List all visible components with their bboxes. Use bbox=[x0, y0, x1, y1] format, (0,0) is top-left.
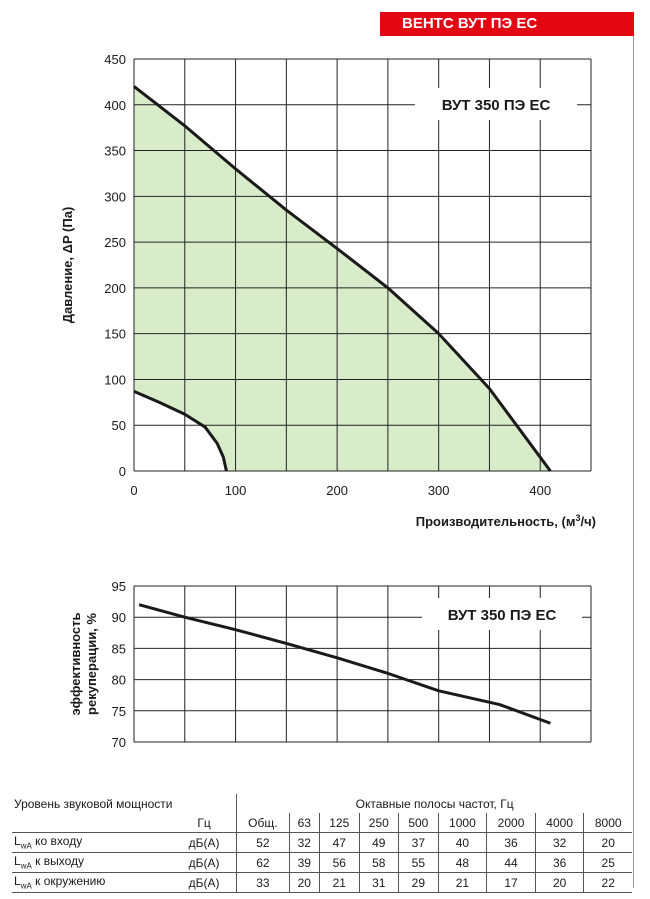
row-unit: дБ(А) bbox=[172, 852, 237, 873]
efficiency-y-label: эффективность рекуперации, % bbox=[68, 612, 99, 715]
page-frame bbox=[10, 12, 634, 888]
y-tick-label: 200 bbox=[104, 281, 126, 296]
row-unit: дБ(А) bbox=[172, 832, 237, 853]
table-cell: 32 bbox=[534, 832, 584, 853]
table-cell: 62 bbox=[236, 852, 290, 873]
column-header: 2000 bbox=[486, 813, 536, 833]
table-header-row: Гц Общ. 63 125 250 500 1000 2000 4000 8000 bbox=[12, 813, 632, 833]
table-row: LwA к выходу дБ(А) 62 39 56 58 55 48 44 36 25 bbox=[12, 852, 632, 873]
y-tick-label: 350 bbox=[104, 144, 126, 159]
table-row: LwA к окружению дБ(А) 33 20 21 31 29 21 17 20 22 bbox=[12, 872, 632, 893]
curve-efficiency bbox=[138, 603, 551, 725]
efficiency-y-label-line2: рекуперации, % bbox=[84, 613, 99, 715]
y-tick-label: 150 bbox=[104, 327, 126, 342]
table-cell: 21 bbox=[319, 872, 360, 893]
table-cell: 33 bbox=[236, 872, 290, 893]
x-tick-label: 400 bbox=[529, 483, 551, 498]
table-cell: 20 bbox=[583, 832, 632, 853]
column-header: 1000 bbox=[437, 813, 487, 833]
x-tick-label: 100 bbox=[225, 483, 247, 498]
table-cell: 25 bbox=[583, 852, 632, 873]
y-tick-label: 400 bbox=[104, 98, 126, 113]
table-row: LwA ко входу дБ(А) 52 32 47 49 37 40 36 32 20 bbox=[12, 832, 632, 853]
pressure-ticks: 0 50 100 150 200 250 300 350 400 450 0 100 200 300 400 bbox=[104, 52, 551, 498]
column-header: 125 bbox=[319, 813, 360, 833]
table-cell: 31 bbox=[358, 872, 399, 893]
y-tick-label: 50 bbox=[112, 418, 126, 433]
pressure-x-label-part: Производительность, (м bbox=[416, 514, 576, 529]
y-tick-label: 85 bbox=[112, 641, 126, 656]
table-cell: 32 bbox=[288, 832, 320, 853]
x-tick-label: 200 bbox=[326, 483, 348, 498]
pressure-title-box bbox=[415, 88, 577, 120]
pressure-x-label-end: /ч) bbox=[581, 514, 597, 529]
table-cell: 17 bbox=[486, 872, 536, 893]
y-tick-label: 450 bbox=[104, 52, 126, 67]
y-tick-label: 90 bbox=[112, 610, 126, 625]
curve-max bbox=[133, 85, 552, 472]
table-cell: 56 bbox=[319, 852, 360, 873]
table-cell: 21 bbox=[437, 872, 487, 893]
header-title: ВЕНТС ВУТ ПЭ ЕС bbox=[380, 12, 634, 36]
row-label: LwA ко входу bbox=[12, 832, 172, 853]
pressure-x-label: Производительность, (м3/ч) bbox=[416, 513, 596, 529]
row-label: LwA к окружению bbox=[12, 872, 172, 893]
sound-power-title: Уровень звуковой мощности bbox=[14, 796, 173, 811]
table-cell: 40 bbox=[437, 832, 487, 853]
pressure-chart-title: ВУТ 350 ПЭ ЕС bbox=[442, 97, 551, 114]
y-tick-label: 80 bbox=[112, 673, 126, 688]
table-cell: 47 bbox=[319, 832, 360, 853]
y-tick-label: 300 bbox=[104, 189, 126, 204]
table-cell: 20 bbox=[534, 872, 584, 893]
table-cell: 36 bbox=[486, 832, 536, 853]
octave-bands-title: Октавные полосы частот, Гц bbox=[236, 794, 632, 813]
efficiency-grid bbox=[133, 585, 592, 743]
table-cell: 20 bbox=[288, 872, 320, 893]
row-unit: дБ(А) bbox=[172, 872, 237, 893]
table-cell: 29 bbox=[398, 872, 439, 893]
table-cell: 48 bbox=[437, 852, 487, 873]
sound-power-table: Уровень звуковой мощности Октавные полос… bbox=[12, 794, 632, 893]
table-cell: 37 bbox=[398, 832, 439, 853]
y-tick-label: 100 bbox=[104, 372, 126, 387]
pressure-chart: 0 50 100 150 200 250 300 350 400 450 0 100 200 300 400… bbox=[60, 52, 596, 529]
curve-min bbox=[133, 389, 228, 472]
column-header: 8000 bbox=[583, 813, 632, 833]
table-cell: 44 bbox=[486, 852, 536, 873]
table-cell: 49 bbox=[358, 832, 399, 853]
y-tick-label: 0 bbox=[119, 464, 126, 479]
table-cell: 22 bbox=[583, 872, 632, 893]
pressure-x-label-sup: 3 bbox=[575, 513, 580, 523]
x-tick-label: 300 bbox=[428, 483, 450, 498]
table-cell: 55 bbox=[398, 852, 439, 873]
table-cell: 58 bbox=[358, 852, 399, 873]
table-cell: 36 bbox=[534, 852, 584, 873]
column-header: 4000 bbox=[534, 813, 584, 833]
table-cell: 52 bbox=[236, 832, 290, 853]
y-tick-label: 250 bbox=[104, 235, 126, 250]
column-header: 63 bbox=[288, 813, 320, 833]
efficiency-title-box bbox=[422, 598, 582, 630]
x-tick-label: 0 bbox=[130, 483, 137, 498]
y-tick-label: 95 bbox=[112, 579, 126, 594]
efficiency-curve bbox=[138, 603, 551, 725]
efficiency-ticks: 70 75 80 85 90 95 эффективность рекуперации, % bbox=[68, 579, 126, 750]
table-cell: 39 bbox=[288, 852, 320, 873]
efficiency-chart-title: ВУТ 350 ПЭ ЕС bbox=[448, 607, 557, 624]
pressure-curves bbox=[133, 85, 552, 472]
row-label: LwA к выходу bbox=[12, 852, 172, 873]
pressure-y-label: Давление, ΔP (Па) bbox=[60, 207, 75, 324]
column-header: 250 bbox=[358, 813, 399, 833]
unit-hz: Гц bbox=[172, 813, 237, 833]
efficiency-y-label-line1: эффективность bbox=[68, 612, 83, 715]
working-area-fill bbox=[134, 86, 551, 471]
y-tick-label: 70 bbox=[112, 735, 126, 750]
y-tick-label: 75 bbox=[112, 704, 126, 719]
column-header: 500 bbox=[398, 813, 439, 833]
column-header: Общ. bbox=[236, 813, 290, 833]
